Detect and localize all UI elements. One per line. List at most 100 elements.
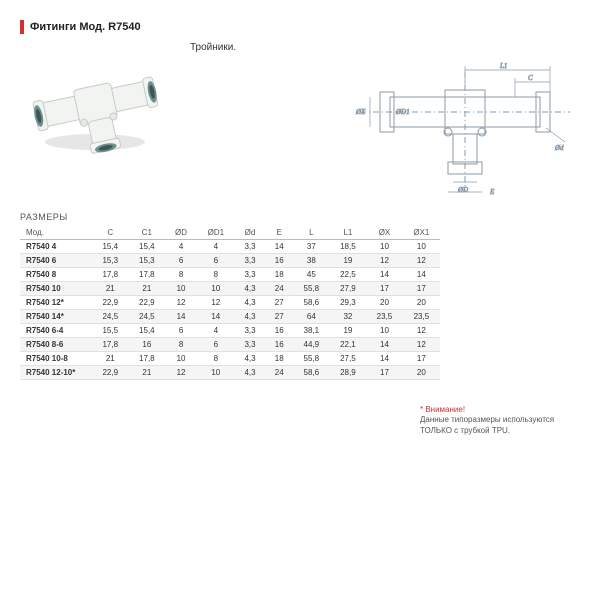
value-cell: 20	[366, 296, 403, 310]
page-title: Фитинги Мод. R7540	[30, 21, 141, 33]
value-cell: 15,3	[92, 254, 129, 268]
value-cell: 12	[165, 366, 197, 380]
value-cell: 12	[366, 254, 403, 268]
dim-d1: ØD1	[395, 108, 410, 116]
table-row: R7540 415,415,4443,3143718,51010	[20, 240, 440, 254]
col-header: ØX1	[403, 226, 440, 240]
value-cell: 14	[366, 338, 403, 352]
tech-diagram: L1 C ØX ØD1 Ød ØD E	[350, 42, 580, 202]
footnote: * Внимание! Данные типоразмеры использую…	[420, 405, 570, 436]
value-cell: 10	[403, 240, 440, 254]
value-cell: 23,5	[366, 310, 403, 324]
col-header: ØD	[165, 226, 197, 240]
value-cell: 18	[265, 268, 293, 282]
col-header: L	[293, 226, 330, 240]
value-cell: 27,9	[330, 282, 367, 296]
value-cell: 55,8	[293, 282, 330, 296]
value-cell: 4,3	[235, 296, 266, 310]
value-cell: 14	[366, 268, 403, 282]
page-header: Фитинги Мод. R7540	[20, 20, 580, 34]
model-cell: R7540 10-8	[20, 352, 92, 366]
value-cell: 3,3	[235, 324, 266, 338]
col-header: ØD1	[197, 226, 235, 240]
value-cell: 6	[197, 338, 235, 352]
model-cell: R7540 14*	[20, 310, 92, 324]
value-cell: 4,3	[235, 282, 266, 296]
value-cell: 27	[265, 296, 293, 310]
table-row: R7540 10-82117,81084,31855,827,51417	[20, 352, 440, 366]
value-cell: 22,5	[330, 268, 367, 282]
model-cell: R7540 12-10*	[20, 366, 92, 380]
value-cell: 18,5	[330, 240, 367, 254]
value-cell: 20	[403, 296, 440, 310]
value-cell: 12	[403, 338, 440, 352]
value-cell: 4,3	[235, 352, 266, 366]
value-cell: 15,5	[92, 324, 129, 338]
value-cell: 12	[403, 324, 440, 338]
table-row: R7540 615,315,3663,31638191212	[20, 254, 440, 268]
dim-e: E	[489, 188, 495, 196]
table-row: R7540 12*22,922,912124,32758,629,32020	[20, 296, 440, 310]
dim-bigd: ØD	[457, 186, 468, 194]
col-header: L1	[330, 226, 367, 240]
value-cell: 10	[366, 324, 403, 338]
dim-d: Ød	[554, 144, 564, 152]
value-cell: 3,3	[235, 268, 266, 282]
value-cell: 10	[197, 366, 235, 380]
value-cell: 15,4	[129, 324, 166, 338]
value-cell: 16	[129, 338, 166, 352]
value-cell: 14	[197, 310, 235, 324]
value-cell: 17,8	[129, 268, 166, 282]
value-cell: 17,8	[129, 352, 166, 366]
value-cell: 38,1	[293, 324, 330, 338]
model-cell: R7540 10	[20, 282, 92, 296]
table-row: R7540 12-10*22,92112104,32458,628,91720	[20, 366, 440, 380]
value-cell: 16	[265, 338, 293, 352]
table-row: R7540 10212110104,32455,827,91717	[20, 282, 440, 296]
value-cell: 16	[265, 254, 293, 268]
value-cell: 16	[265, 324, 293, 338]
value-cell: 8	[165, 338, 197, 352]
value-cell: 24,5	[129, 310, 166, 324]
value-cell: 6	[165, 324, 197, 338]
value-cell: 44,9	[293, 338, 330, 352]
model-cell: R7540 6	[20, 254, 92, 268]
value-cell: 6	[165, 254, 197, 268]
footnote-text: Данные типоразмеры используются ТОЛЬКО с…	[420, 415, 554, 434]
value-cell: 17,8	[92, 268, 129, 282]
value-cell: 8	[165, 268, 197, 282]
value-cell: 21	[129, 366, 166, 380]
value-cell: 4	[197, 324, 235, 338]
value-cell: 55,8	[293, 352, 330, 366]
value-cell: 17	[366, 366, 403, 380]
table-row: R7540 14*24,524,514144,327643223,523,5	[20, 310, 440, 324]
value-cell: 17	[403, 352, 440, 366]
value-cell: 19	[330, 254, 367, 268]
value-cell: 12	[403, 254, 440, 268]
value-cell: 4,3	[235, 310, 266, 324]
value-cell: 17	[403, 282, 440, 296]
model-cell: R7540 6-4	[20, 324, 92, 338]
model-cell: R7540 8	[20, 268, 92, 282]
value-cell: 18	[265, 352, 293, 366]
col-header: C	[92, 226, 129, 240]
section-label: РАЗМЕРЫ	[20, 212, 580, 222]
accent-bar	[20, 20, 24, 34]
value-cell: 3,3	[235, 338, 266, 352]
value-cell: 3,3	[235, 254, 266, 268]
col-header: ØX	[366, 226, 403, 240]
value-cell: 58,6	[293, 366, 330, 380]
value-cell: 21	[92, 282, 129, 296]
value-cell: 45	[293, 268, 330, 282]
value-cell: 4,3	[235, 366, 266, 380]
value-cell: 32	[330, 310, 367, 324]
table-row: R7540 8-617,816863,31644,922,11412	[20, 338, 440, 352]
col-header: Ød	[235, 226, 266, 240]
value-cell: 20	[403, 366, 440, 380]
value-cell: 22,9	[92, 296, 129, 310]
value-cell: 4	[197, 240, 235, 254]
value-cell: 21	[129, 282, 166, 296]
dim-x: ØX	[355, 108, 366, 116]
value-cell: 3,3	[235, 240, 266, 254]
model-cell: R7540 4	[20, 240, 92, 254]
